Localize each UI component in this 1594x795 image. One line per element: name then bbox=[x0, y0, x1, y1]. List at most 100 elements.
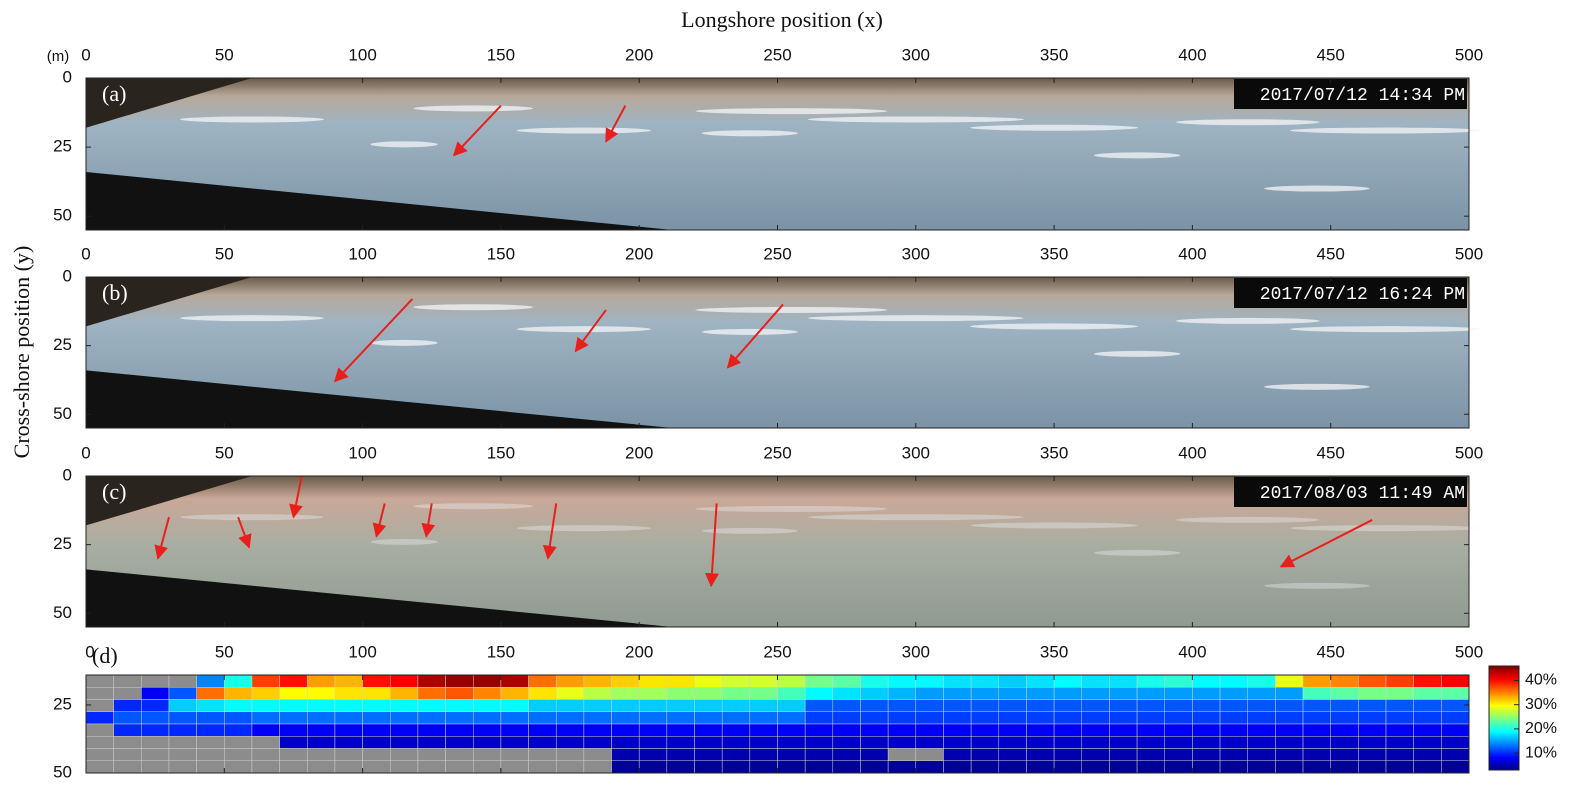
heat-cell bbox=[1082, 736, 1110, 748]
heat-cell bbox=[695, 675, 723, 687]
heat-cell bbox=[335, 712, 363, 724]
heat-cell bbox=[1414, 736, 1442, 748]
wave-streak bbox=[808, 315, 1024, 321]
heat-cell bbox=[114, 675, 142, 687]
heat-cell bbox=[280, 749, 308, 761]
heat-cell bbox=[778, 687, 806, 699]
heat-cell bbox=[833, 700, 861, 712]
heat-cell bbox=[805, 749, 833, 761]
heat-cell bbox=[169, 700, 197, 712]
heat-cell bbox=[860, 736, 888, 748]
figure: Longshore position (x) Cross-shore posit… bbox=[0, 0, 1594, 795]
heat-cell bbox=[1275, 749, 1303, 761]
heat-cell bbox=[612, 712, 640, 724]
heat-cell bbox=[916, 700, 944, 712]
heat-cell bbox=[224, 761, 252, 773]
heat-cell bbox=[1109, 687, 1137, 699]
x-tick-label: 0 bbox=[81, 45, 90, 64]
x-tick-label: 100 bbox=[348, 443, 376, 462]
heat-cell bbox=[971, 700, 999, 712]
heat-cell bbox=[335, 675, 363, 687]
heat-cell bbox=[860, 687, 888, 699]
heat-cell bbox=[1137, 749, 1165, 761]
heat-cell bbox=[999, 687, 1027, 699]
heat-cell bbox=[86, 761, 114, 773]
timestamp: 2017/08/03 11:49 AM bbox=[1260, 484, 1465, 504]
heat-cell bbox=[1109, 700, 1137, 712]
heat-cell bbox=[1082, 700, 1110, 712]
x-tick-label: 0 bbox=[81, 244, 90, 263]
heat-cell bbox=[805, 675, 833, 687]
x-tick-label: 350 bbox=[1040, 45, 1068, 64]
heat-cell bbox=[1165, 700, 1193, 712]
wave-streak bbox=[695, 307, 887, 313]
heat-cell bbox=[971, 712, 999, 724]
x-tick-label: 50 bbox=[215, 45, 234, 64]
heat-cell bbox=[1275, 712, 1303, 724]
heat-cell bbox=[1386, 724, 1414, 736]
heat-cell bbox=[778, 749, 806, 761]
heat-cell bbox=[1220, 712, 1248, 724]
heat-cell bbox=[1358, 724, 1386, 736]
heat-cell bbox=[943, 749, 971, 761]
heat-cell bbox=[1331, 712, 1359, 724]
heat-cell bbox=[335, 700, 363, 712]
heat-cell bbox=[1109, 736, 1137, 748]
heat-cell bbox=[252, 712, 280, 724]
heat-cell bbox=[667, 700, 695, 712]
heat-cell bbox=[584, 724, 612, 736]
x-axis-label: Longshore position (x) bbox=[681, 7, 883, 32]
heat-cell bbox=[390, 736, 418, 748]
heat-cell bbox=[556, 700, 584, 712]
heat-cell bbox=[252, 736, 280, 748]
heat-cell bbox=[1054, 687, 1082, 699]
heat-cell bbox=[1165, 687, 1193, 699]
heat-cell bbox=[1220, 687, 1248, 699]
heat-cell bbox=[224, 749, 252, 761]
heat-cell bbox=[1331, 700, 1359, 712]
heat-cell bbox=[252, 761, 280, 773]
heat-cell bbox=[639, 675, 667, 687]
heat-cell bbox=[639, 712, 667, 724]
heat-cell bbox=[1386, 712, 1414, 724]
heat-cell bbox=[612, 687, 640, 699]
heat-cell bbox=[114, 724, 142, 736]
x-tick-label: 400 bbox=[1178, 244, 1206, 263]
x-tick-label: 0 bbox=[81, 443, 90, 462]
heat-cell bbox=[612, 736, 640, 748]
heat-cell bbox=[916, 736, 944, 748]
heat-cell bbox=[750, 736, 778, 748]
heat-cell bbox=[86, 675, 114, 687]
heat-cell bbox=[1165, 675, 1193, 687]
heat-cell bbox=[197, 687, 225, 699]
heat-cell bbox=[224, 736, 252, 748]
heat-cell bbox=[1082, 687, 1110, 699]
wave-streak bbox=[702, 528, 798, 534]
heat-cell bbox=[197, 724, 225, 736]
heat-cell bbox=[999, 761, 1027, 773]
x-tick-label: 350 bbox=[1040, 244, 1068, 263]
heat-cell bbox=[169, 761, 197, 773]
heat-cell bbox=[280, 761, 308, 773]
heat-cell bbox=[1109, 749, 1137, 761]
heat-cell bbox=[1358, 687, 1386, 699]
heat-cell bbox=[778, 724, 806, 736]
heat-cell bbox=[473, 749, 501, 761]
heat-cell bbox=[833, 724, 861, 736]
wave-streak bbox=[517, 128, 651, 134]
x-tick-label: 450 bbox=[1317, 443, 1345, 462]
heat-cell bbox=[1441, 724, 1469, 736]
heat-cell bbox=[860, 749, 888, 761]
heat-cell bbox=[695, 749, 723, 761]
unit-label: (m) bbox=[47, 48, 70, 65]
y-tick-label: 50 bbox=[53, 206, 72, 225]
wave-streak bbox=[370, 539, 437, 545]
heat-cell bbox=[778, 675, 806, 687]
heat-cell bbox=[695, 761, 723, 773]
heat-cell bbox=[114, 736, 142, 748]
heat-cell bbox=[1054, 736, 1082, 748]
heat-cell bbox=[833, 761, 861, 773]
x-tick-label: 250 bbox=[763, 244, 791, 263]
heat-cell bbox=[750, 724, 778, 736]
